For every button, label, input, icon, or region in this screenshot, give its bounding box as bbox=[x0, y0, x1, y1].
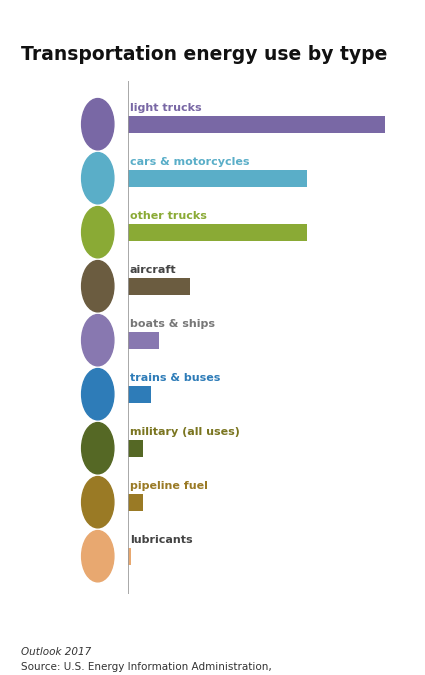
Text: aircraft: aircraft bbox=[130, 265, 176, 275]
Text: Transportation energy use by type: Transportation energy use by type bbox=[21, 45, 388, 64]
Text: pipeline fuel: pipeline fuel bbox=[130, 481, 208, 491]
Bar bbox=[128, 223, 307, 241]
Bar bbox=[128, 277, 190, 295]
Text: light trucks: light trucks bbox=[130, 103, 201, 113]
Bar bbox=[128, 331, 159, 349]
Text: Outlook 2017: Outlook 2017 bbox=[21, 647, 91, 657]
Bar bbox=[128, 385, 151, 403]
Text: cars & motorcycles: cars & motorcycles bbox=[130, 157, 249, 167]
Text: military (all uses): military (all uses) bbox=[130, 427, 240, 437]
Bar bbox=[128, 169, 307, 187]
Text: boats & ships: boats & ships bbox=[130, 319, 215, 329]
Bar bbox=[128, 493, 143, 511]
Text: other trucks: other trucks bbox=[130, 211, 207, 221]
Text: lubricants: lubricants bbox=[130, 535, 193, 545]
Bar bbox=[128, 547, 131, 565]
Text: Source: U.S. Energy Information Administration,: Source: U.S. Energy Information Administ… bbox=[21, 662, 275, 672]
Bar bbox=[128, 439, 143, 457]
Bar bbox=[128, 115, 385, 133]
Text: trains & buses: trains & buses bbox=[130, 373, 220, 383]
